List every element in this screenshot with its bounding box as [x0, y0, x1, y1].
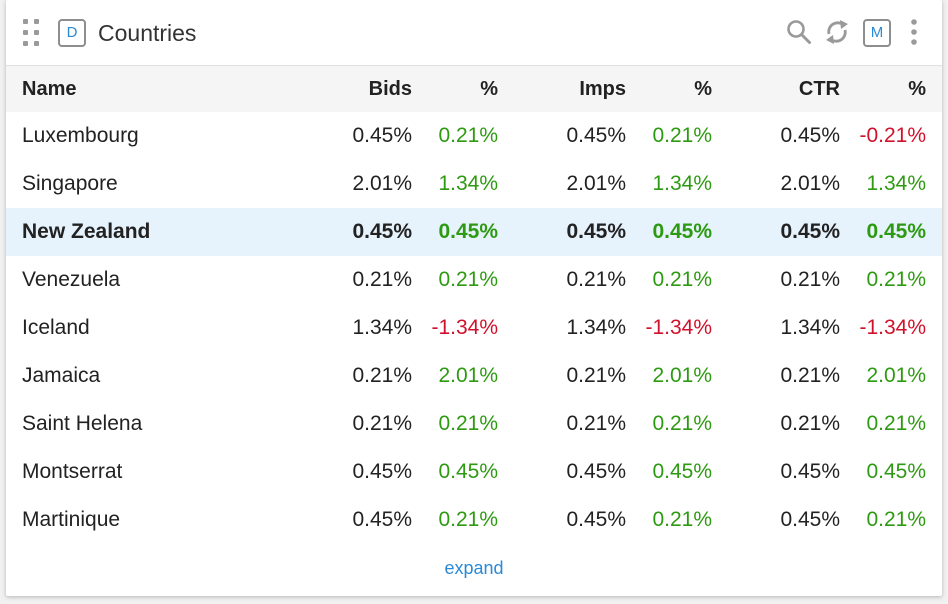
- table-header-row: Name Bids % Imps % CTR %: [6, 66, 942, 112]
- bids-percent: 0.21%: [438, 508, 498, 531]
- bids-value: 2.01%: [352, 172, 412, 195]
- bids-value: 0.21%: [352, 412, 412, 435]
- column-header-imps-percent[interactable]: %: [694, 78, 712, 100]
- ctr-percent: 2.01%: [866, 364, 926, 387]
- imps-percent: -1.34%: [645, 316, 712, 339]
- ctr-percent: 0.45%: [866, 460, 926, 483]
- bids-value: 0.21%: [352, 268, 412, 291]
- country-name: Jamaica: [22, 364, 101, 387]
- bids-percent: 2.01%: [438, 364, 498, 387]
- imps-percent: 2.01%: [652, 364, 712, 387]
- bids-percent: 0.21%: [438, 412, 498, 435]
- bids-value: 0.45%: [352, 508, 412, 531]
- ctr-percent: -1.34%: [859, 316, 926, 339]
- expand-link[interactable]: expand: [444, 558, 504, 578]
- bids-value: 1.34%: [352, 316, 412, 339]
- column-header-bids-percent[interactable]: %: [480, 78, 498, 100]
- imps-percent: 1.34%: [652, 172, 712, 195]
- widget-title: Countries: [98, 20, 197, 46]
- imps-value: 0.45%: [566, 124, 626, 147]
- ctr-value: 2.01%: [780, 172, 840, 195]
- countries-widget: D Countries M Name: [6, 0, 942, 596]
- imps-value: 1.34%: [566, 316, 626, 339]
- imps-value: 0.21%: [566, 412, 626, 435]
- table-row[interactable]: New Zealand 0.45% 0.45% 0.45% 0.45% 0.45% 0.45…: [6, 208, 942, 256]
- ctr-value: 0.21%: [780, 268, 840, 291]
- ctr-percent: 0.21%: [866, 508, 926, 531]
- table-row[interactable]: Singapore 2.01% 1.34% 2.01% 1.34% 2.01% 1.34%: [6, 160, 942, 208]
- bids-percent: 0.21%: [438, 268, 498, 291]
- column-header-name[interactable]: Name: [22, 78, 77, 100]
- ctr-percent: 0.21%: [866, 268, 926, 291]
- imps-value: 0.21%: [566, 268, 626, 291]
- ctr-percent: 0.45%: [866, 220, 926, 243]
- imps-percent: 0.45%: [652, 460, 712, 483]
- table-row[interactable]: Jamaica 0.21% 2.01% 0.21% 2.01% 0.21% 2.01%: [6, 352, 942, 400]
- ctr-value: 1.34%: [780, 316, 840, 339]
- dimension-badge[interactable]: D: [58, 19, 86, 47]
- country-name: Montserrat: [22, 460, 123, 483]
- country-name: Venezuela: [22, 268, 121, 291]
- ctr-percent: 1.34%: [866, 172, 926, 195]
- table-row[interactable]: Luxembourg 0.45% 0.21% 0.45% 0.21% 0.45% -0.21…: [6, 112, 942, 160]
- ctr-percent: 0.21%: [866, 412, 926, 435]
- bids-percent: 0.21%: [438, 124, 498, 147]
- imps-percent: 0.21%: [652, 508, 712, 531]
- column-header-ctr[interactable]: CTR: [798, 78, 840, 100]
- country-name: Saint Helena: [22, 412, 143, 435]
- bids-percent: -1.34%: [431, 316, 498, 339]
- refresh-icon[interactable]: [822, 17, 852, 47]
- imps-percent: 0.21%: [652, 268, 712, 291]
- table-row[interactable]: Martinique 0.45% 0.21% 0.45% 0.21% 0.45% 0.21%: [6, 496, 942, 544]
- country-name: Luxembourg: [22, 124, 139, 147]
- column-header-ctr-percent[interactable]: %: [908, 78, 926, 100]
- bids-percent: 0.45%: [438, 220, 498, 243]
- country-name: Martinique: [22, 508, 121, 531]
- imps-value: 0.45%: [566, 460, 626, 483]
- widget-header: D Countries M: [6, 0, 942, 66]
- bids-value: 0.45%: [352, 220, 412, 243]
- bids-value: 0.45%: [352, 460, 412, 483]
- ctr-value: 0.45%: [780, 508, 840, 531]
- countries-table: Name Bids % Imps % CTR % Luxembourg 0.45%…: [6, 66, 942, 544]
- column-header-imps[interactable]: Imps: [579, 78, 626, 100]
- imps-value: 0.45%: [566, 220, 626, 243]
- ctr-value: 0.45%: [780, 124, 840, 147]
- imps-percent: 0.45%: [652, 220, 712, 243]
- imps-value: 2.01%: [566, 172, 626, 195]
- column-header-bids[interactable]: Bids: [368, 78, 412, 100]
- bids-percent: 1.34%: [438, 172, 498, 195]
- table-row[interactable]: Venezuela 0.21% 0.21% 0.21% 0.21% 0.21% 0.21%: [6, 256, 942, 304]
- table-body: Luxembourg 0.45% 0.21% 0.45% 0.21% 0.45% -0.21…: [6, 112, 942, 544]
- search-icon[interactable]: [784, 17, 814, 47]
- ctr-value: 0.21%: [780, 364, 840, 387]
- table-row[interactable]: Saint Helena 0.21% 0.21% 0.21% 0.21% 0.21% 0.2…: [6, 400, 942, 448]
- ctr-value: 0.21%: [780, 412, 840, 435]
- ctr-value: 0.45%: [780, 460, 840, 483]
- table-row[interactable]: Montserrat 0.45% 0.45% 0.45% 0.45% 0.45% 0.45%: [6, 448, 942, 496]
- bids-value: 0.45%: [352, 124, 412, 147]
- more-vertical-icon[interactable]: [899, 17, 929, 47]
- imps-percent: 0.21%: [652, 124, 712, 147]
- bids-percent: 0.45%: [438, 460, 498, 483]
- table-row[interactable]: Iceland 1.34% -1.34% 1.34% -1.34% 1.34% -1.34%: [6, 304, 942, 352]
- bids-value: 0.21%: [352, 364, 412, 387]
- metric-badge[interactable]: M: [863, 19, 891, 47]
- imps-value: 0.21%: [566, 364, 626, 387]
- ctr-value: 0.45%: [780, 220, 840, 243]
- ctr-percent: -0.21%: [859, 124, 926, 147]
- imps-value: 0.45%: [566, 508, 626, 531]
- country-name: New Zealand: [22, 220, 151, 243]
- country-name: Iceland: [22, 316, 90, 339]
- country-name: Singapore: [22, 172, 118, 195]
- imps-percent: 0.21%: [652, 412, 712, 435]
- drag-handle-icon[interactable]: [23, 19, 45, 47]
